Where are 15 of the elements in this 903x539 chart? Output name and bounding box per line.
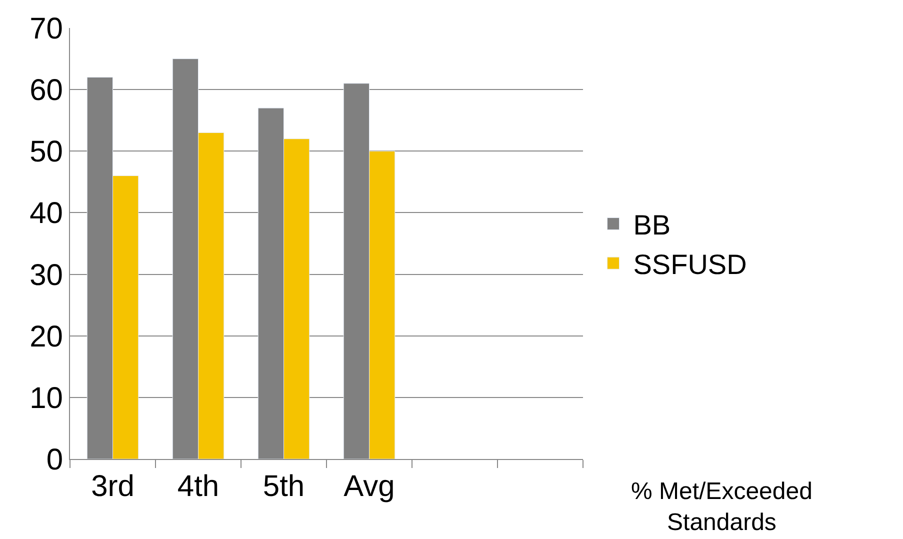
y-tick-label: 60 bbox=[30, 74, 63, 108]
y-tick-label: 40 bbox=[30, 197, 63, 230]
y-tick-label: 0 bbox=[46, 444, 63, 476]
legend-label: BB bbox=[633, 210, 671, 241]
text: % Met/Exceeded Standards bbox=[631, 478, 812, 536]
y-tick-label: 70 bbox=[30, 12, 63, 46]
y-tick-label: 10 bbox=[30, 382, 63, 415]
y-tick-label: 50 bbox=[30, 136, 63, 169]
legend-label: SSFUSD bbox=[633, 249, 747, 280]
x-tick-label: 5th bbox=[262, 470, 305, 503]
y-tick-label: 30 bbox=[30, 258, 63, 292]
x-tick-label: Avg bbox=[344, 470, 395, 503]
x-tick-label: 3rd bbox=[91, 470, 134, 503]
y-tick-label: 20 bbox=[30, 320, 63, 354]
x-tick-label: 4th bbox=[177, 470, 220, 503]
